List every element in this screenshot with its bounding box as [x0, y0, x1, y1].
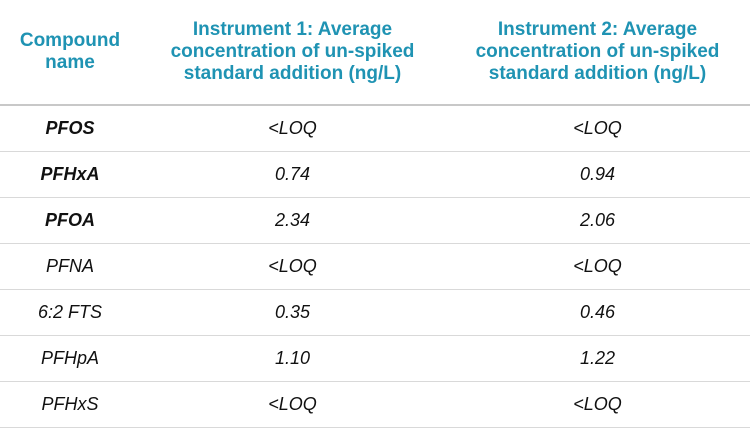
table-row: PFOA 2.34 2.06 — [0, 197, 750, 244]
value-cell: <LOQ — [445, 381, 750, 428]
compound-cell: PFHpA — [0, 335, 140, 382]
table-row: PFHxA 0.74 0.94 — [0, 151, 750, 198]
table-header: Compound name Instrument 1: Average conc… — [0, 0, 750, 106]
header-cell: Instrument 1: Average concentration of u… — [140, 0, 445, 106]
compound-cell: PFOS — [0, 105, 140, 152]
value-cell: 0.74 — [140, 151, 445, 198]
value-cell: <LOQ — [140, 243, 445, 290]
header-cell: Instrument 2: Average concentration of u… — [445, 0, 750, 106]
table-row: PFOS <LOQ <LOQ — [0, 105, 750, 152]
header-row: Compound name Instrument 1: Average conc… — [0, 0, 750, 106]
value-cell: 1.22 — [445, 335, 750, 382]
compound-cell: PFOA — [0, 197, 140, 244]
table-body: PFOS <LOQ <LOQ PFHxA 0.74 0.94 PFOA 2.34 2.06 PFN… — [0, 105, 750, 428]
table-row: PFNA <LOQ <LOQ — [0, 243, 750, 290]
value-cell: <LOQ — [140, 381, 445, 428]
table-row: 6:2 FTS 0.35 0.46 — [0, 289, 750, 336]
value-cell: <LOQ — [445, 105, 750, 152]
value-cell: <LOQ — [140, 105, 445, 152]
table-row: PFHxS <LOQ <LOQ — [0, 381, 750, 428]
value-cell: 2.06 — [445, 197, 750, 244]
compound-cell: PFHxS — [0, 381, 140, 428]
compound-cell: PFNA — [0, 243, 140, 290]
compound-cell: 6:2 FTS — [0, 289, 140, 336]
value-cell: 2.34 — [140, 197, 445, 244]
compound-cell: PFHxA — [0, 151, 140, 198]
header-cell: Compound name — [0, 0, 140, 106]
value-cell: <LOQ — [445, 243, 750, 290]
value-cell: 0.46 — [445, 289, 750, 336]
value-cell: 1.10 — [140, 335, 445, 382]
value-cell: 0.35 — [140, 289, 445, 336]
value-cell: 0.94 — [445, 151, 750, 198]
table-row: PFHpA 1.10 1.22 — [0, 335, 750, 382]
